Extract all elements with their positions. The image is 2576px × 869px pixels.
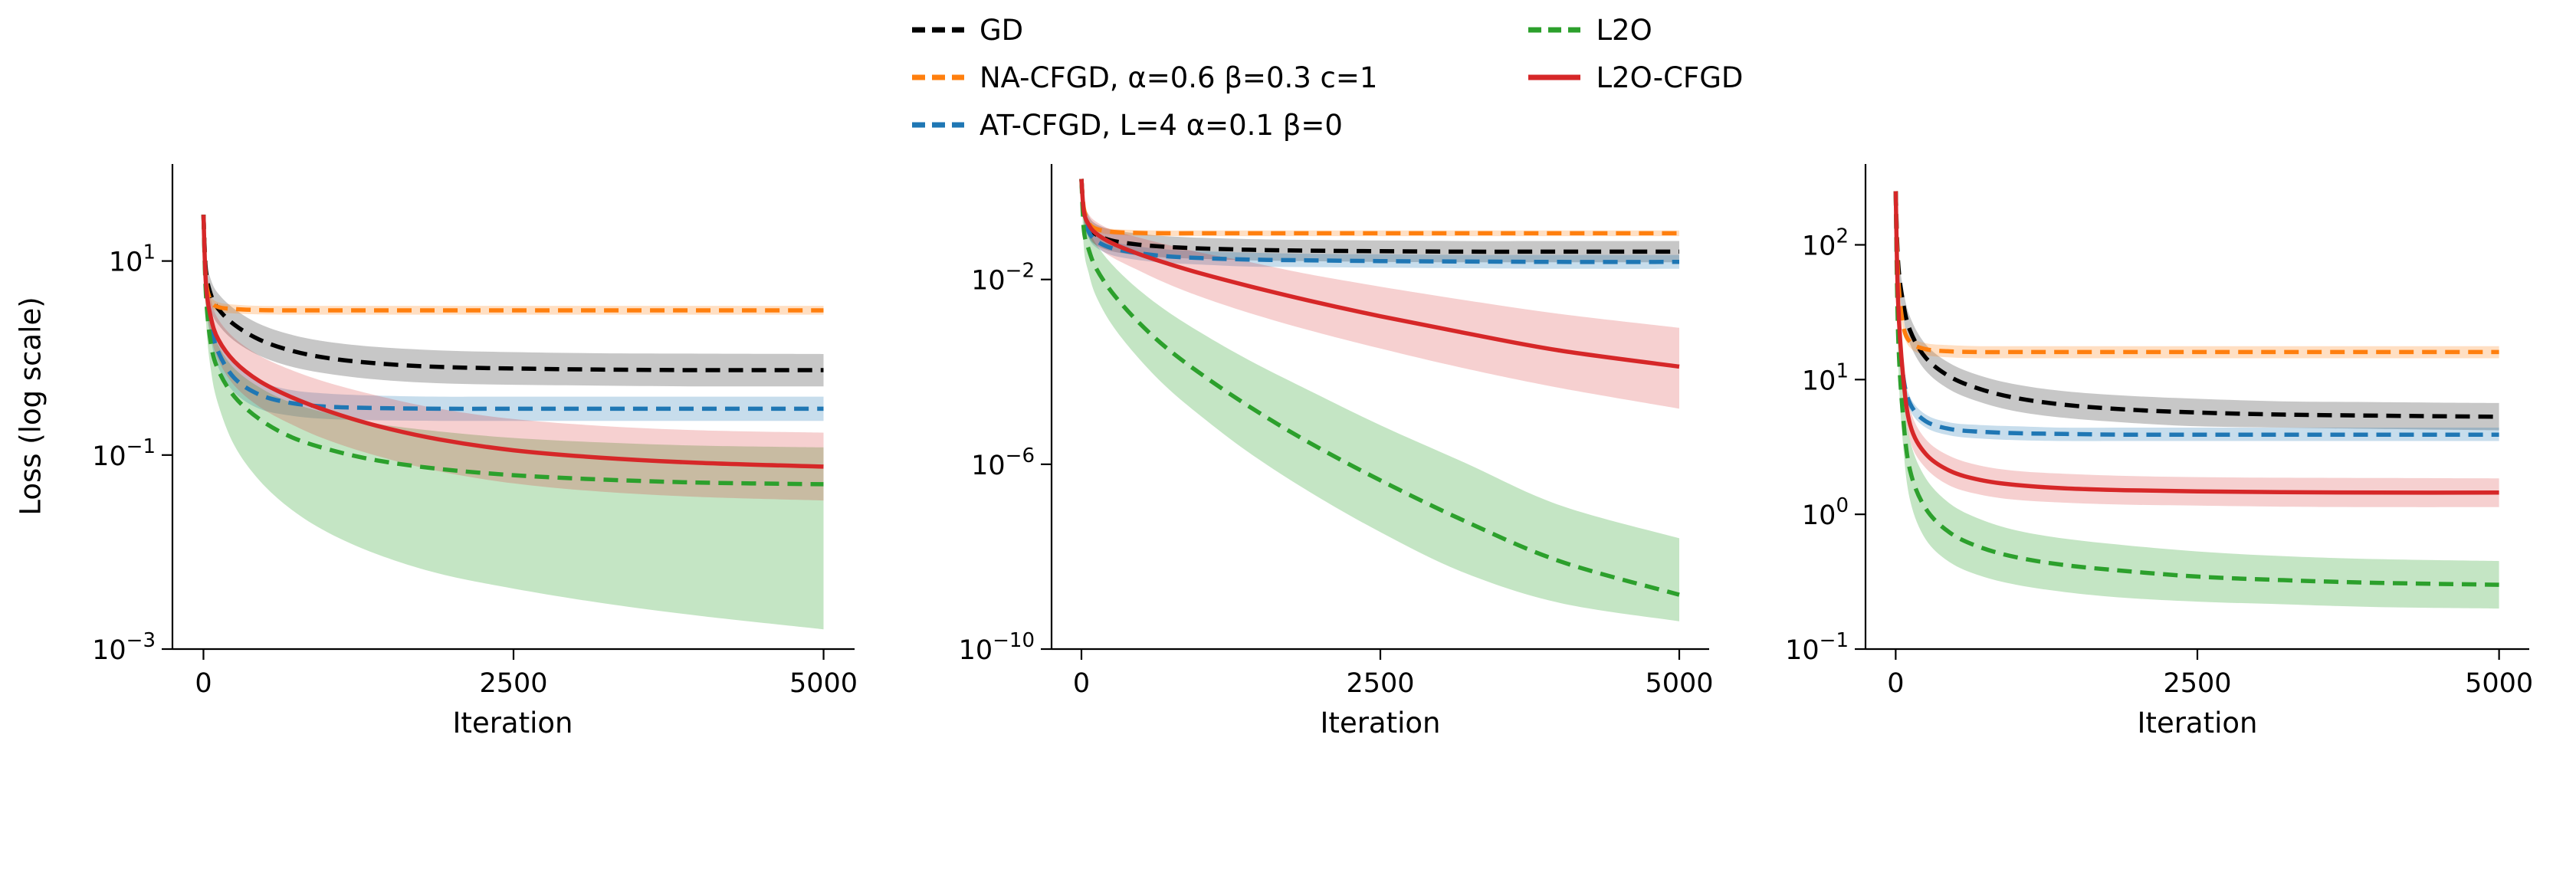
x-axis-label-chart-1: Iteration — [452, 707, 573, 739]
chart-1-NA-CFGD-band — [203, 215, 824, 315]
chart-1-L2O-band — [203, 215, 824, 630]
chart-3-L2O-band — [1895, 191, 2499, 609]
chart-3-ytick-label: 101 — [1802, 359, 1849, 396]
chart-1-GD-line — [201, 215, 824, 372]
chart-1-L2O-CFGD-band — [203, 215, 824, 501]
chart-3-xtick-label: 0 — [1887, 668, 1904, 699]
chart-1-AT-CFGD-line — [201, 215, 824, 412]
chart-1-ytick-label: 10−3 — [92, 629, 156, 666]
chart-1-xtick-label: 0 — [195, 668, 212, 699]
legend-item-4: L2O-CFGD — [1527, 54, 1743, 101]
chart-2-xtick-label: 0 — [1073, 668, 1090, 699]
chart-2-ytick-label: 10−2 — [971, 260, 1035, 297]
legend-label: L2O — [1596, 13, 1652, 47]
chart-3-plot-area — [1893, 191, 2499, 609]
chart-2-GD-band — [1081, 179, 1679, 263]
chart-2-ytick-label: 10−6 — [971, 444, 1035, 481]
chart-2-L2O-CFGD-line — [1079, 179, 1680, 369]
legend-line-sample-icon — [912, 27, 964, 33]
chart-3-xtick-label: 2500 — [2163, 668, 2231, 699]
legend-item-1: NA-CFGD, α=0.6 β=0.3 c=1 — [911, 54, 1377, 101]
legend-item-3: L2O — [1527, 6, 1743, 54]
legend-line-sample-icon — [1528, 74, 1581, 80]
chart-1-ytick-label: 101 — [109, 241, 156, 278]
chart-1-NA-CFGD-line — [201, 215, 824, 313]
chart-2-ytick-label: 10−10 — [959, 629, 1035, 666]
chart-3-L2O-CFGD-line — [1893, 191, 2499, 495]
chart-3-AT-CFGD-line — [1893, 191, 2499, 438]
chart-1-L2O-CFGD-line — [201, 215, 824, 469]
chart-3-L2O-line — [1893, 191, 2499, 587]
chart-2-L2O-CFGD-band — [1081, 179, 1679, 409]
chart-2-AT-CFGD-band — [1081, 179, 1679, 269]
chart-3-ytick-label: 102 — [1802, 225, 1849, 262]
chart-3-GD-line — [1893, 191, 2499, 419]
chart-3-xtick-label: 5000 — [2465, 668, 2533, 699]
chart-2-plot-area — [1079, 179, 1680, 621]
chart-3-NA-CFGD-line — [1893, 191, 2499, 355]
chart-2-L2O-band — [1081, 179, 1679, 621]
legend-line-sample-icon — [912, 122, 964, 128]
chart-1-xtick-label: 2500 — [479, 668, 547, 699]
chart-3-ytick-label: 10−1 — [1785, 629, 1849, 666]
legend-label: AT-CFGD, L=4 α=0.1 β=0 — [980, 108, 1343, 142]
legend-line-sample-icon — [912, 74, 964, 80]
chart-3-ytick-label: 100 — [1802, 494, 1849, 531]
chart-1-plot-area — [201, 215, 824, 630]
chart-2-NA-CFGD-band — [1081, 179, 1679, 237]
chart-1-AT-CFGD-band — [203, 215, 824, 421]
chart-2-xtick-label: 2500 — [1346, 668, 1414, 699]
chart-2-NA-CFGD-line — [1079, 179, 1679, 236]
chart-1-GD-band — [203, 215, 824, 387]
y-axis-label: Loss (log scale) — [14, 297, 48, 516]
chart-1-xtick-label: 5000 — [789, 668, 858, 699]
chart-1-L2O-line — [201, 215, 824, 487]
legend: GD NA-CFGD, α=0.6 β=0.3 c=1 AT-CFGD, L=4 α… — [911, 6, 1743, 149]
x-axis-label-chart-2: Iteration — [1320, 707, 1441, 739]
x-axis-label-chart-3: Iteration — [2137, 707, 2258, 739]
chart-3-GD-band — [1895, 191, 2499, 431]
chart-3-NA-CFGD-band — [1895, 191, 2499, 359]
chart-1-ytick-label: 10−1 — [92, 435, 156, 472]
chart-2-L2O-line — [1079, 179, 1680, 597]
legend-label: L2O-CFGD — [1596, 61, 1744, 94]
legend-label: NA-CFGD, α=0.6 β=0.3 c=1 — [980, 61, 1378, 94]
chart-2-xtick-label: 5000 — [1645, 668, 1713, 699]
legend-line-sample-icon — [1528, 27, 1581, 33]
legend-item-2: AT-CFGD, L=4 α=0.1 β=0 — [911, 101, 1377, 149]
legend-item-0: GD — [911, 6, 1377, 54]
legend-label: GD — [980, 13, 1024, 47]
chart-2-AT-CFGD-line — [1079, 179, 1680, 264]
